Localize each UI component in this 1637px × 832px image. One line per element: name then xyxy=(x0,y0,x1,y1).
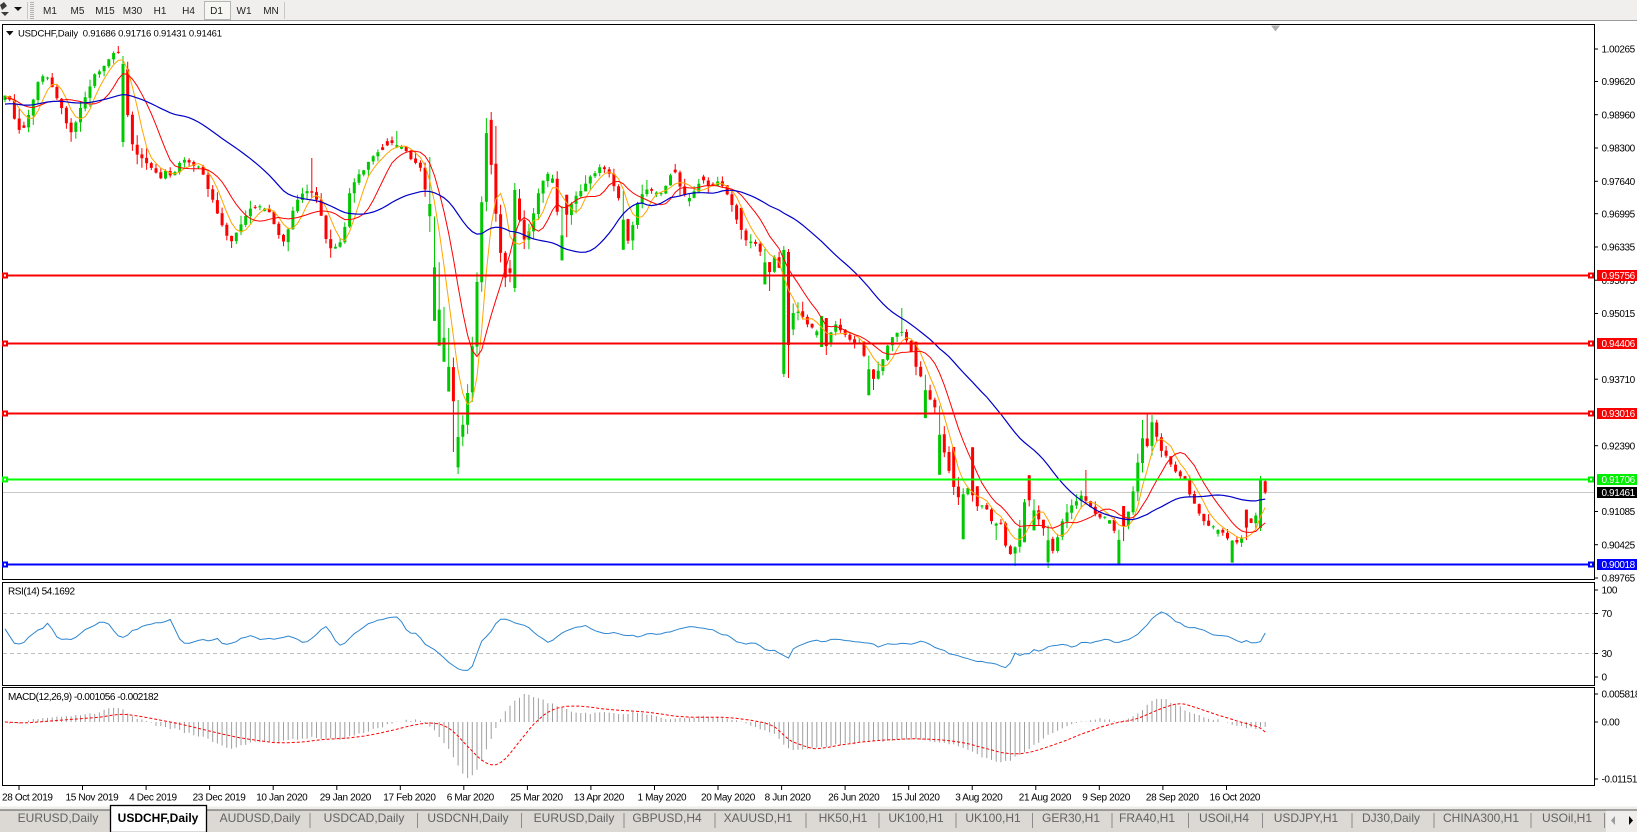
svg-text:USDCHF,Daily 0.91686 0.91716: USDCHF,Daily 0.91686 0.91716 0.91431 0.9… xyxy=(18,29,222,40)
svg-text:M30: M30 xyxy=(123,6,143,17)
svg-text:29 Jan 2020: 29 Jan 2020 xyxy=(320,793,372,804)
svg-text:H1: H1 xyxy=(154,6,167,17)
svg-text:0.99620: 0.99620 xyxy=(1602,77,1636,88)
svg-text:13 Apr 2020: 13 Apr 2020 xyxy=(574,793,625,804)
svg-text:20 May 2020: 20 May 2020 xyxy=(701,793,756,804)
svg-text:-0.011514: -0.011514 xyxy=(1602,775,1637,786)
svg-text:1 May 2020: 1 May 2020 xyxy=(638,793,688,804)
svg-text:M1: M1 xyxy=(43,6,57,17)
svg-text:0.93016: 0.93016 xyxy=(1602,409,1636,420)
svg-text:17 Feb 2020: 17 Feb 2020 xyxy=(383,793,436,804)
svg-text:M5: M5 xyxy=(71,6,85,17)
svg-text:0.95015: 0.95015 xyxy=(1602,309,1636,320)
svg-text:DJ30,Daily: DJ30,Daily xyxy=(1362,811,1420,825)
svg-text:4 Dec 2019: 4 Dec 2019 xyxy=(129,793,177,804)
svg-text:GER30,H1: GER30,H1 xyxy=(1042,811,1100,825)
svg-text:15 Nov 2019: 15 Nov 2019 xyxy=(66,793,120,804)
svg-text:0.92390: 0.92390 xyxy=(1602,441,1636,452)
svg-text:28 Sep 2020: 28 Sep 2020 xyxy=(1146,793,1200,804)
svg-text:UK100,H1: UK100,H1 xyxy=(965,811,1021,825)
svg-text:EURUSD,Daily: EURUSD,Daily xyxy=(534,811,615,825)
svg-text:FRA40,H1: FRA40,H1 xyxy=(1119,811,1175,825)
svg-text:0.93710: 0.93710 xyxy=(1602,375,1636,386)
svg-text:USDCAD,Daily: USDCAD,Daily xyxy=(324,811,405,825)
svg-text:W1: W1 xyxy=(237,6,252,17)
svg-text:0.96995: 0.96995 xyxy=(1602,209,1636,220)
svg-text:0.95675: 0.95675 xyxy=(1602,276,1636,287)
svg-text:RSI(14) 54.1692: RSI(14) 54.1692 xyxy=(8,587,76,598)
svg-text:1.00265: 1.00265 xyxy=(1602,45,1636,56)
svg-text:H4: H4 xyxy=(182,6,195,17)
svg-text:GBPUSD,H4: GBPUSD,H4 xyxy=(632,811,702,825)
svg-text:25 Mar 2020: 25 Mar 2020 xyxy=(510,793,563,804)
svg-text:0.95756: 0.95756 xyxy=(1602,271,1636,282)
svg-text:9 Sep 2020: 9 Sep 2020 xyxy=(1082,793,1130,804)
svg-text:0.90425: 0.90425 xyxy=(1602,540,1636,551)
svg-text:D1: D1 xyxy=(210,6,223,17)
svg-text:USOil,H1: USOil,H1 xyxy=(1542,811,1592,825)
svg-text:0.94406: 0.94406 xyxy=(1602,339,1636,350)
svg-text:28 Oct 2019: 28 Oct 2019 xyxy=(2,793,53,804)
svg-text:M15: M15 xyxy=(95,6,115,17)
svg-text:XAUUSD,H1: XAUUSD,H1 xyxy=(724,811,793,825)
svg-text:UK100,H1: UK100,H1 xyxy=(888,811,944,825)
svg-text:USDCHF,Daily: USDCHF,Daily xyxy=(118,811,199,825)
svg-text:0: 0 xyxy=(1602,673,1608,684)
svg-text:USOil,H4: USOil,H4 xyxy=(1199,811,1249,825)
svg-text:26 Jun 2020: 26 Jun 2020 xyxy=(828,793,880,804)
svg-text:USDJPY,H1: USDJPY,H1 xyxy=(1274,811,1339,825)
svg-text:USDCNH,Daily: USDCNH,Daily xyxy=(427,811,508,825)
svg-text:70: 70 xyxy=(1602,609,1613,620)
svg-text:AUDUSD,Daily: AUDUSD,Daily xyxy=(220,811,301,825)
svg-text:0.96335: 0.96335 xyxy=(1602,243,1636,254)
svg-text:8 Jun 2020: 8 Jun 2020 xyxy=(765,793,812,804)
svg-text:HK50,H1: HK50,H1 xyxy=(819,811,868,825)
svg-text:23 Dec 2019: 23 Dec 2019 xyxy=(193,793,247,804)
svg-text:21 Aug 2020: 21 Aug 2020 xyxy=(1019,793,1072,804)
svg-text:MN: MN xyxy=(263,6,279,17)
svg-text:3 Aug 2020: 3 Aug 2020 xyxy=(955,793,1003,804)
svg-text:0.89765: 0.89765 xyxy=(1602,574,1636,585)
svg-text:CHINA300,H1: CHINA300,H1 xyxy=(1443,811,1519,825)
svg-text:30: 30 xyxy=(1602,649,1613,660)
svg-text:MACD(12,26,9) -0.001056 -0.002: MACD(12,26,9) -0.001056 -0.002182 xyxy=(8,692,159,703)
svg-text:EURUSD,Daily: EURUSD,Daily xyxy=(18,811,99,825)
svg-text:0.00: 0.00 xyxy=(1602,718,1621,729)
svg-text:10 Jan 2020: 10 Jan 2020 xyxy=(256,793,308,804)
svg-text:0.98960: 0.98960 xyxy=(1602,110,1636,121)
svg-text:0.91085: 0.91085 xyxy=(1602,507,1636,518)
svg-text:0.91461: 0.91461 xyxy=(1602,488,1636,499)
svg-text:100: 100 xyxy=(1602,586,1618,597)
svg-text:15 Jul 2020: 15 Jul 2020 xyxy=(892,793,941,804)
svg-text:0.97640: 0.97640 xyxy=(1602,177,1636,188)
svg-text:0.90018: 0.90018 xyxy=(1602,560,1636,571)
svg-text:0.91706: 0.91706 xyxy=(1602,475,1636,486)
svg-text:16 Oct 2020: 16 Oct 2020 xyxy=(1210,793,1261,804)
svg-text:0.98300: 0.98300 xyxy=(1602,144,1636,155)
svg-text:0.005818: 0.005818 xyxy=(1602,690,1637,701)
svg-text:6 Mar 2020: 6 Mar 2020 xyxy=(447,793,495,804)
